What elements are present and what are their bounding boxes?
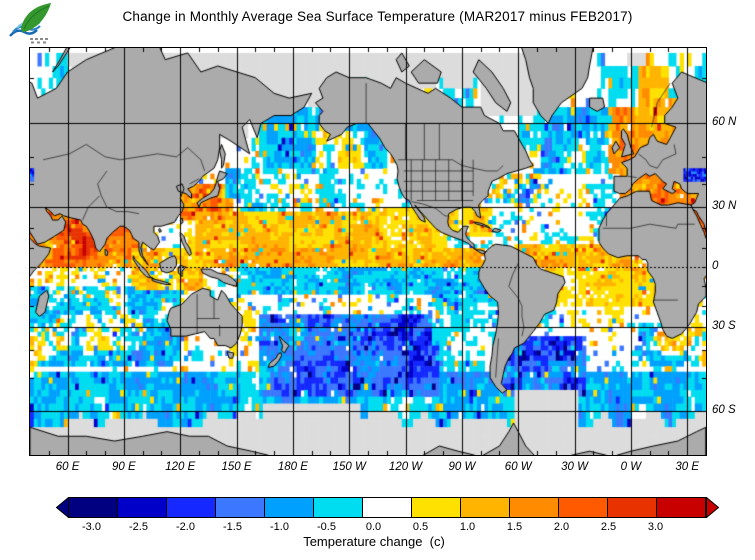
colorbar-caption: Temperature change (c) bbox=[303, 534, 445, 549]
colorbar-right-arrow-icon bbox=[706, 497, 719, 518]
colorbar-tick-label: 0.5 bbox=[412, 521, 429, 533]
colorbar bbox=[56, 497, 719, 518]
colorbar-tick-label: -0.5 bbox=[317, 521, 336, 533]
colorbar-segment bbox=[117, 497, 167, 518]
sst-map-canvas bbox=[30, 48, 706, 455]
lon-label: 60 E bbox=[55, 461, 80, 473]
colorbar-segment bbox=[362, 497, 412, 518]
colorbar-tick-labels: -3.0 -2.5 -2.0 -1.5 -1.0 -0.5 0.0 0.5 1.0 1.5 2.0 2… bbox=[68, 521, 679, 533]
lon-label: 60 W bbox=[504, 461, 532, 473]
agency-logo bbox=[9, 3, 51, 44]
colorbar-segment bbox=[411, 497, 461, 518]
leaf-icon bbox=[21, 3, 51, 32]
colorbar-segment bbox=[68, 497, 118, 518]
colorbar-segment bbox=[607, 497, 657, 518]
lon-label: 30 W bbox=[561, 461, 588, 473]
lon-label: 150 W bbox=[332, 461, 366, 473]
lat-label: 0 bbox=[712, 260, 719, 273]
colorbar-tick-label: -2.5 bbox=[129, 521, 148, 533]
colorbar-tick-label: 0.0 bbox=[365, 521, 382, 533]
colorbar-tick-label: 1.0 bbox=[459, 521, 476, 533]
logo-caption bbox=[30, 38, 48, 44]
colorbar-tick-label: 2.0 bbox=[553, 521, 570, 533]
lon-label: 0 W bbox=[620, 461, 642, 473]
colorbar-segment bbox=[656, 497, 706, 518]
lon-label: 30 E bbox=[675, 461, 700, 473]
lon-label: 120 W bbox=[388, 461, 423, 473]
lat-label: 30 N bbox=[712, 200, 737, 213]
lon-label: 90 E bbox=[112, 461, 136, 473]
lat-label: 60 N bbox=[712, 116, 737, 129]
lon-label: 90 W bbox=[448, 461, 476, 473]
lat-label: 60 S bbox=[712, 403, 736, 416]
lon-label: 120 E bbox=[165, 461, 196, 473]
colorbar-tick-label: -1.5 bbox=[223, 521, 242, 533]
colorbar-tick-label: 1.5 bbox=[506, 521, 523, 533]
page-title: Change in Monthly Average Sea Surface Te… bbox=[122, 9, 633, 24]
colorbar-tick-label: -3.0 bbox=[82, 521, 101, 533]
colorbar-tick-label: -1.0 bbox=[270, 521, 289, 533]
lon-label: 180 E bbox=[277, 461, 308, 473]
map-frame bbox=[29, 47, 707, 456]
colorbar-segment bbox=[215, 497, 265, 518]
colorbar-segment bbox=[264, 497, 314, 518]
colorbar-segment bbox=[509, 497, 559, 518]
colorbar-segment bbox=[460, 497, 510, 518]
lon-label: 150 E bbox=[221, 461, 252, 473]
colorbar-tick-label: 2.5 bbox=[600, 521, 617, 533]
lat-label: 30 S bbox=[712, 320, 736, 333]
colorbar-tick-label: -2.0 bbox=[176, 521, 195, 533]
colorbar-segment bbox=[313, 497, 363, 518]
colorbar-segment bbox=[166, 497, 216, 518]
colorbar-tick-label: 3.0 bbox=[647, 521, 664, 533]
colorbar-segment bbox=[558, 497, 608, 518]
